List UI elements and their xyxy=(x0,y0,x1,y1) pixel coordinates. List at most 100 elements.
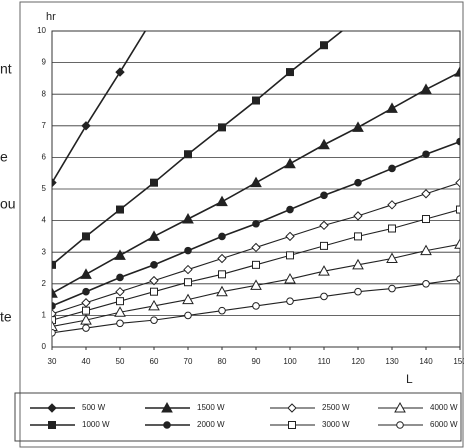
y-tick-label: 1 xyxy=(42,311,47,320)
data-point xyxy=(218,270,226,279)
data-point xyxy=(320,191,328,200)
legend-marker xyxy=(161,401,173,413)
data-point xyxy=(386,252,398,264)
x-tick-label: 40 xyxy=(82,357,91,366)
y-tick-label: 8 xyxy=(42,89,47,98)
data-point xyxy=(218,232,226,241)
data-point xyxy=(80,268,92,279)
data-point xyxy=(352,258,364,270)
data-point xyxy=(286,68,294,77)
data-point xyxy=(456,205,460,214)
legend-label: 3000 W xyxy=(322,420,350,429)
data-point xyxy=(82,287,90,296)
y-tick-label: 6 xyxy=(42,153,47,162)
x-tick-label: 110 xyxy=(318,357,331,366)
x-tick-label: 100 xyxy=(283,357,297,366)
legend-marker xyxy=(48,421,56,429)
data-point xyxy=(318,265,330,276)
data-point xyxy=(454,66,460,77)
legend-label: 1500 W xyxy=(197,403,225,412)
data-point xyxy=(388,164,396,173)
x-tick-label: 70 xyxy=(184,357,193,366)
data-point xyxy=(422,280,430,288)
x-tick-label: 140 xyxy=(419,357,433,366)
data-point xyxy=(150,287,158,296)
y-tick-label: 9 xyxy=(42,58,47,67)
background-text: e xyxy=(0,149,8,165)
data-point xyxy=(352,121,364,132)
legend-label: 2000 W xyxy=(197,420,225,429)
data-point xyxy=(148,230,160,241)
data-point xyxy=(216,195,228,207)
series-line xyxy=(52,31,344,266)
legend-label: 1000 W xyxy=(82,420,110,429)
data-point xyxy=(456,275,460,283)
data-point xyxy=(150,261,158,269)
data-point xyxy=(216,285,228,297)
data-point xyxy=(80,314,92,325)
legend-marker xyxy=(396,421,404,429)
data-point xyxy=(116,297,124,306)
data-point xyxy=(116,273,124,282)
x-tick-label: 30 xyxy=(48,357,57,366)
data-point xyxy=(386,102,398,113)
data-point xyxy=(114,249,126,260)
data-point xyxy=(82,324,90,332)
data-point xyxy=(81,298,91,308)
data-point xyxy=(286,251,294,260)
data-point xyxy=(354,232,362,241)
x-tick-label: 50 xyxy=(116,357,125,366)
data-point xyxy=(318,138,330,150)
data-point xyxy=(252,302,260,310)
x-tick-label: 80 xyxy=(218,357,227,366)
data-point xyxy=(286,297,294,305)
legend-label: 4000 W xyxy=(430,403,458,412)
data-point xyxy=(421,189,431,199)
data-point xyxy=(150,13,158,21)
legend-marker xyxy=(163,421,171,429)
data-point xyxy=(115,67,125,77)
data-point xyxy=(320,292,328,301)
data-point xyxy=(319,220,329,231)
data-point xyxy=(182,212,194,224)
data-point xyxy=(184,278,192,287)
data-point xyxy=(456,137,460,146)
data-point xyxy=(285,231,295,242)
background-text: te xyxy=(0,309,12,325)
legend-marker xyxy=(288,421,296,429)
y-tick-label: 4 xyxy=(42,216,47,225)
legend-box xyxy=(14,392,462,442)
background-text: nt xyxy=(0,61,12,77)
legend-label: 6000 W xyxy=(430,420,458,429)
background-text: ou xyxy=(0,196,16,212)
data-point xyxy=(52,177,57,188)
legend-marker xyxy=(47,403,57,413)
data-point xyxy=(354,287,362,296)
legend-label: 500 W xyxy=(82,403,106,412)
data-point xyxy=(320,241,328,250)
data-point xyxy=(454,238,460,249)
y-tick-label: 10 xyxy=(37,26,46,35)
data-point xyxy=(115,286,125,297)
data-point xyxy=(353,211,363,221)
data-point xyxy=(422,215,430,224)
data-point xyxy=(250,176,262,188)
data-point xyxy=(251,242,261,253)
data-point xyxy=(252,260,260,269)
data-point xyxy=(250,279,262,290)
data-point xyxy=(183,264,193,275)
data-point xyxy=(252,219,260,228)
data-point xyxy=(52,320,58,331)
legend-marker xyxy=(394,401,406,413)
x-tick-label: 60 xyxy=(150,357,159,366)
data-point xyxy=(284,273,296,284)
x-tick-label: 150 xyxy=(453,357,464,366)
frame xyxy=(19,1,464,448)
data-point xyxy=(149,275,159,286)
data-point xyxy=(184,246,192,255)
data-point xyxy=(420,244,432,256)
data-point xyxy=(217,253,227,264)
data-point xyxy=(355,15,362,22)
legend-label: 2500 W xyxy=(322,403,350,412)
